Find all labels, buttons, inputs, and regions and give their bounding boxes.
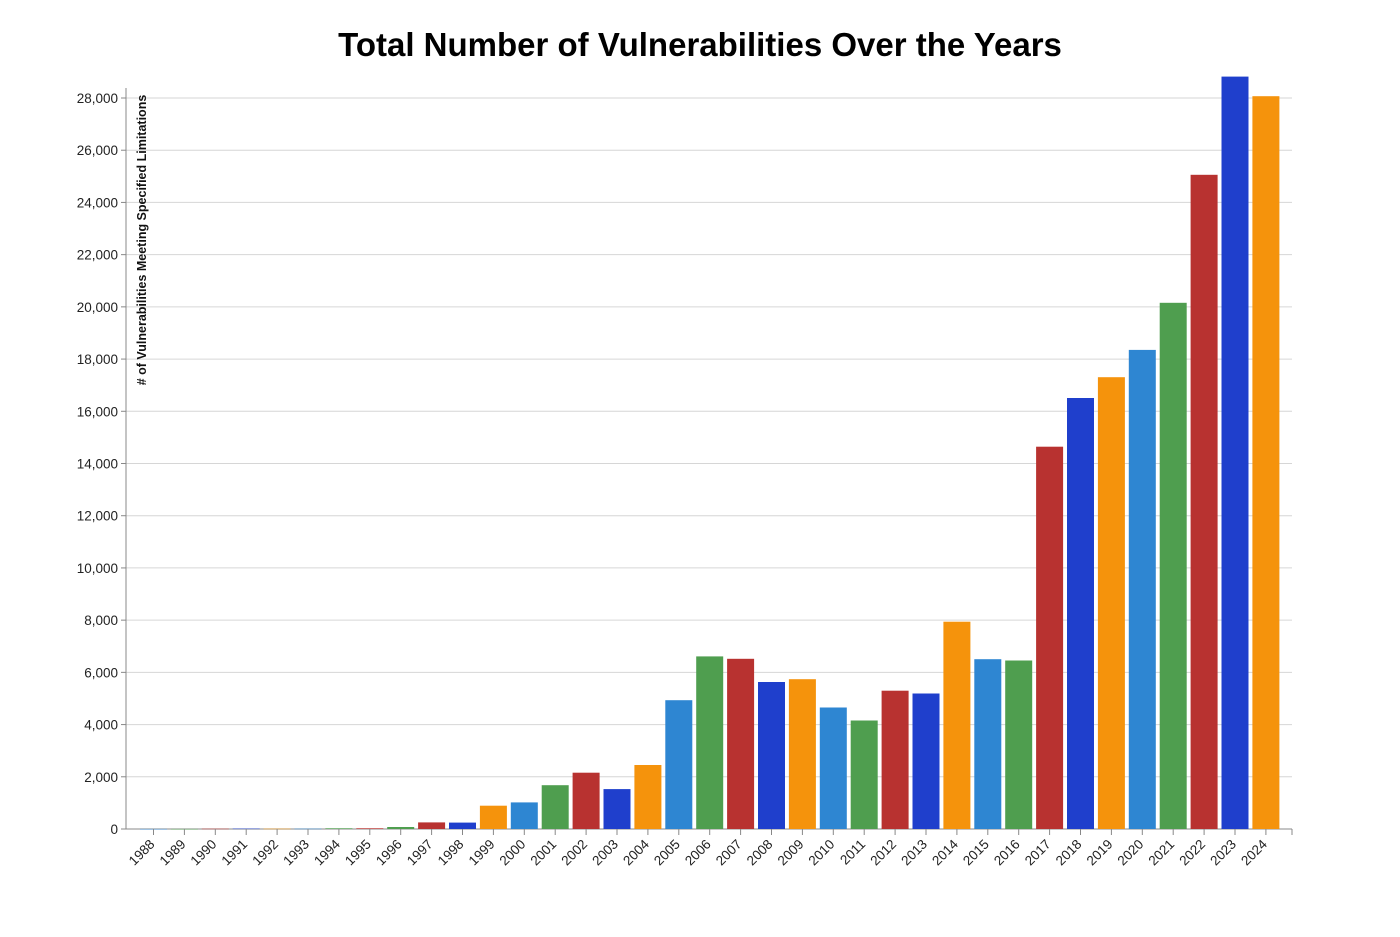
- bar-2021: [1159, 302, 1187, 829]
- bar-2014: [943, 621, 971, 829]
- bar-2024: [1252, 96, 1280, 829]
- x-tick-label: 2015: [960, 837, 992, 869]
- x-tick-label: 1991: [218, 837, 250, 869]
- y-tick-label: 28,000: [77, 91, 118, 106]
- x-tick-label: 2020: [1115, 837, 1147, 869]
- bar-2010: [819, 707, 847, 829]
- x-tick-label: 2010: [806, 837, 838, 869]
- x-tick-label: 1993: [280, 837, 312, 869]
- x-tick-label: 2002: [558, 837, 590, 869]
- bar-2012: [881, 690, 909, 829]
- bar-2018: [1067, 398, 1094, 829]
- y-tick-label: 22,000: [77, 248, 118, 263]
- bar-2004: [634, 765, 662, 829]
- x-tick-label: 2008: [744, 837, 776, 869]
- x-tick-label: 1994: [311, 836, 343, 868]
- x-tick-label: 2007: [713, 837, 745, 869]
- y-tick-label: 26,000: [77, 143, 118, 158]
- y-tick-label: 14,000: [77, 457, 118, 472]
- bar-1990: [201, 828, 229, 830]
- bar-2000: [510, 802, 538, 829]
- y-tick-label: 20,000: [77, 300, 118, 315]
- x-tick-label: 2005: [651, 837, 683, 869]
- bar-2005: [665, 700, 693, 829]
- y-axis-label: # of Vulnerabilities Meeting Specified L…: [135, 95, 149, 386]
- bar-2001: [541, 785, 569, 829]
- bar-2003: [603, 789, 631, 829]
- x-tick-label: 2024: [1238, 836, 1270, 868]
- x-tick-label: 2009: [775, 837, 807, 869]
- bar-1996: [387, 827, 415, 829]
- x-tick-label: 2003: [589, 837, 621, 869]
- chart-title: Total Number of Vulnerabilities Over the…: [338, 26, 1062, 63]
- bar-2016: [1005, 660, 1033, 829]
- bar-2015: [974, 659, 1002, 829]
- x-tick-label: 2001: [527, 837, 559, 869]
- bar-2006: [696, 656, 724, 829]
- bar-2009: [788, 679, 816, 829]
- x-tick-label: 1992: [249, 837, 281, 869]
- bar-1993: [294, 828, 322, 830]
- x-tick-label: 2011: [837, 837, 868, 868]
- y-tick-label: 6,000: [84, 665, 118, 680]
- x-tick-label: 2017: [1022, 837, 1054, 869]
- x-tick-label: 1988: [126, 837, 158, 869]
- bar-2007: [727, 658, 755, 829]
- x-tick-label: 2012: [867, 837, 899, 869]
- x-tick-label: 2021: [1145, 837, 1177, 869]
- bar-2013: [912, 693, 940, 829]
- bar-1992: [263, 828, 291, 830]
- x-tick-label: 2016: [991, 837, 1023, 869]
- bars: [140, 76, 1280, 830]
- y-tick-label: 8,000: [84, 613, 118, 628]
- x-tick-label: 1989: [157, 837, 189, 869]
- bar-2002: [572, 772, 600, 829]
- x-tick-label: 2004: [620, 836, 652, 868]
- bar-2019: [1097, 377, 1125, 829]
- bar-2020: [1128, 349, 1156, 829]
- bar-1991: [232, 828, 260, 830]
- x-tick-label: 1998: [435, 837, 467, 869]
- y-tick-label: 2,000: [84, 770, 118, 785]
- x-tick-label: 1995: [342, 837, 374, 869]
- bar-2023: [1221, 76, 1249, 830]
- bar-1994: [325, 828, 353, 829]
- x-tick-label: 1990: [188, 837, 220, 869]
- y-tick-label: 12,000: [77, 509, 118, 524]
- y-tick-label: 4,000: [84, 718, 118, 733]
- y-tick-label: 16,000: [77, 404, 118, 419]
- bar-1999: [479, 805, 507, 829]
- bar-2011: [850, 720, 878, 829]
- x-tick-label: 2006: [682, 837, 714, 869]
- x-tick-label: 2019: [1084, 837, 1116, 869]
- y-tick-label: 18,000: [77, 352, 118, 367]
- y-tick-label: 24,000: [77, 195, 118, 210]
- x-tick-label: 2014: [929, 836, 961, 868]
- y-tick-label: 0: [110, 822, 118, 837]
- x-tick-label: 2022: [1176, 837, 1208, 869]
- y-tick-label: 10,000: [77, 561, 118, 576]
- x-tick-label: 2018: [1053, 837, 1085, 869]
- x-tick-label: 1999: [466, 837, 498, 869]
- x-tick-label: 2013: [898, 837, 930, 869]
- bar-1998: [449, 822, 476, 829]
- bar-2017: [1036, 446, 1064, 829]
- x-tick-label: 1997: [404, 837, 436, 869]
- bar-2022: [1190, 174, 1218, 830]
- x-tick-label: 2023: [1207, 837, 1239, 869]
- x-tick-label: 2000: [497, 837, 529, 869]
- bar-2008: [758, 682, 785, 829]
- x-tick-labels: 1988 1989 1990 1991 1992 1993 1994 1995 1996 1997…: [126, 829, 1293, 869]
- bar-1995: [356, 828, 384, 829]
- x-tick-label: 1996: [373, 837, 405, 869]
- y-tick-labels: 0 2,000 4,000 6,000 8,000 10,000 12,000 14,000 1…: [77, 91, 126, 837]
- bar-1997: [418, 822, 446, 829]
